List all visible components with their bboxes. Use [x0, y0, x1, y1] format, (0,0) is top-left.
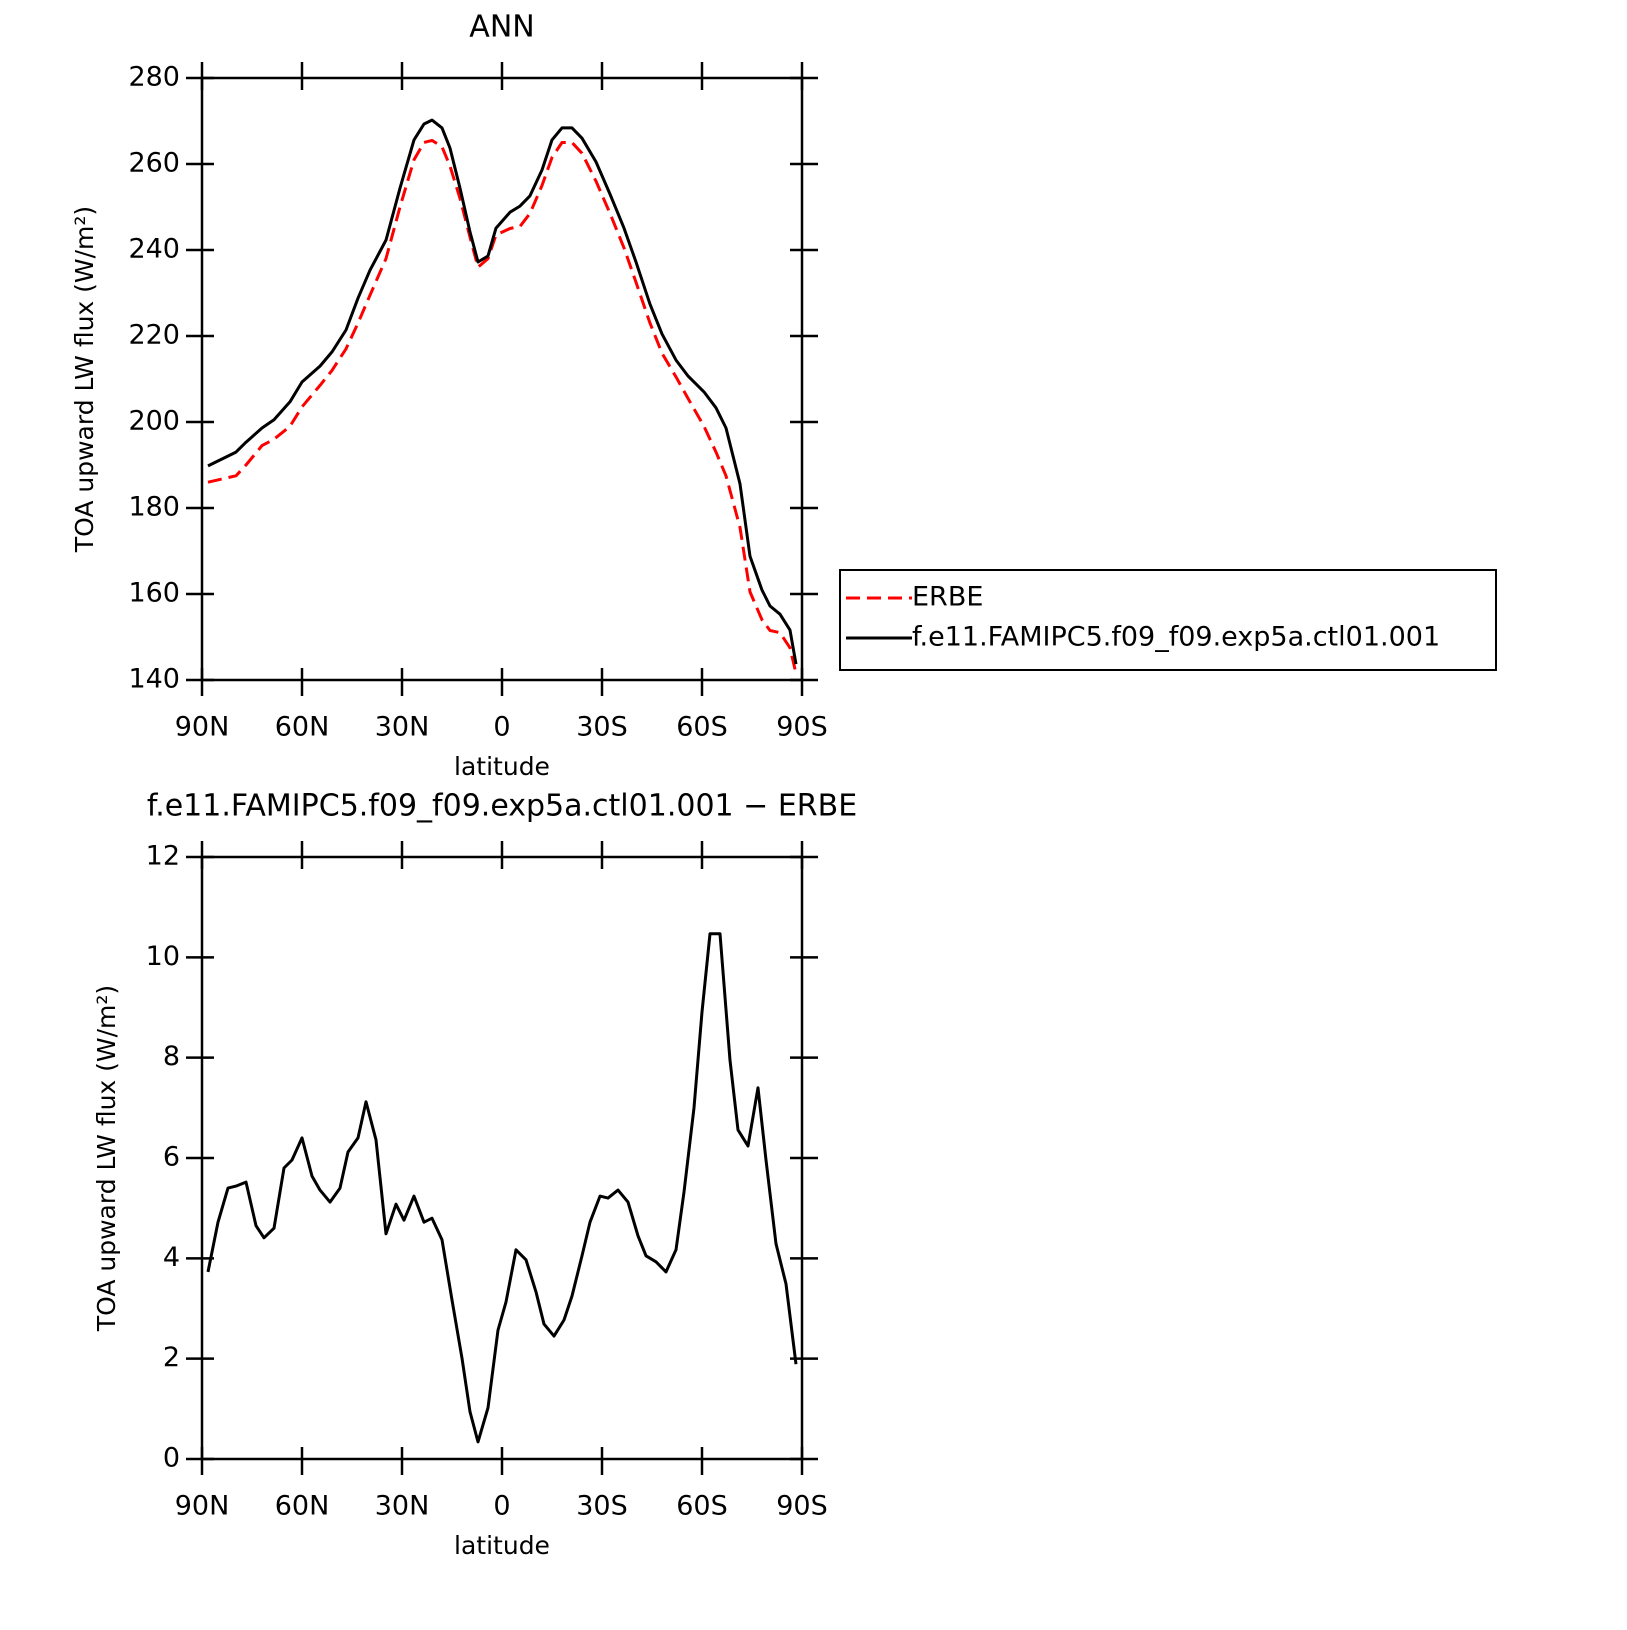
y-tick-label: 10 [146, 941, 180, 972]
x-axis-label: latitude [454, 1531, 550, 1560]
legend-label: ERBE [912, 582, 983, 613]
y-tick-label: 8 [163, 1041, 180, 1072]
x-tick-label: 0 [493, 712, 510, 743]
legend-label: f.e11.FAMIPC5.f09_f09.exp5a.ctl01.001 [912, 622, 1440, 653]
x-tick-label: 60S [676, 712, 728, 743]
y-axis-label: TOA upward LW flux (W/m²) [92, 985, 121, 1332]
x-tick-label: 90N [175, 712, 230, 743]
x-tick-label: 60N [275, 712, 330, 743]
chart-title: f.e11.FAMIPC5.f09_f09.exp5a.ctl01.001 − … [147, 789, 857, 824]
data-line [207, 118, 798, 665]
y-tick-label: 12 [146, 841, 180, 872]
x-tick-label: 30S [576, 712, 628, 743]
chart-title: ANN [469, 10, 534, 45]
x-tick-label: 30S [576, 1491, 628, 1522]
y-tick-label: 6 [163, 1142, 180, 1173]
x-tick-label: 60N [275, 1491, 330, 1522]
x-tick-label: 30N [375, 1491, 430, 1522]
data-line [206, 932, 798, 1444]
y-tick-label: 180 [128, 492, 180, 523]
x-tick-label: 90S [776, 712, 828, 743]
y-tick-label: 0 [163, 1443, 180, 1474]
y-tick-label: 140 [128, 664, 180, 695]
x-tick-label: 90S [776, 1491, 828, 1522]
y-tick-label: 200 [128, 406, 180, 437]
x-tick-label: 0 [493, 1491, 510, 1522]
y-tick-label: 4 [163, 1242, 180, 1273]
y-tick-label: 220 [128, 320, 180, 351]
y-tick-label: 260 [128, 148, 180, 179]
y-tick-label: 240 [128, 234, 180, 265]
plot-frame [200, 76, 804, 682]
y-axis-label: TOA upward LW flux (W/m²) [70, 206, 99, 553]
x-axis-label: latitude [454, 752, 550, 781]
y-tick-label: 2 [163, 1342, 180, 1373]
data-line [207, 138, 798, 674]
x-tick-label: 90N [175, 1491, 230, 1522]
legend-box [839, 569, 1497, 671]
y-tick-label: 280 [128, 62, 180, 93]
x-tick-label: 60S [676, 1491, 728, 1522]
x-tick-label: 30N [375, 712, 430, 743]
y-tick-label: 160 [128, 578, 180, 609]
